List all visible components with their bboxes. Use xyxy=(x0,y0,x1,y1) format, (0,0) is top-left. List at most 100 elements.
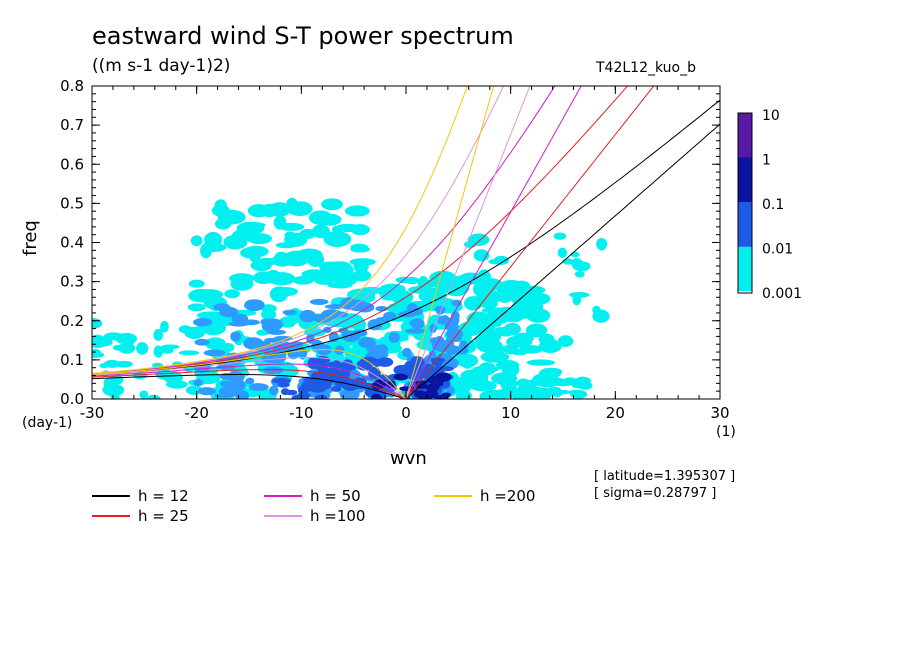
y-tick-label: 0.4 xyxy=(60,234,84,252)
power-cell xyxy=(214,393,236,398)
power-cell xyxy=(435,372,452,381)
power-cell xyxy=(571,258,583,269)
power-cell xyxy=(451,299,462,307)
power-cell xyxy=(517,285,546,295)
power-cell xyxy=(410,318,425,329)
power-cell xyxy=(165,380,188,389)
power-cell xyxy=(248,383,269,392)
power-cell xyxy=(538,380,559,388)
power-cell xyxy=(188,279,205,288)
colorbar-label: 0.01 xyxy=(762,242,793,258)
power-cell xyxy=(496,359,520,371)
power-cell xyxy=(551,388,563,398)
power-cell xyxy=(574,270,585,278)
power-cell xyxy=(261,321,275,332)
power-cell xyxy=(479,299,498,309)
y-axis-unit: (day-1) xyxy=(22,415,73,431)
legend-swatch xyxy=(264,515,302,517)
rossby-curve xyxy=(92,348,407,399)
power-cell xyxy=(244,299,265,312)
power-cell xyxy=(235,390,249,399)
power-cell xyxy=(118,342,136,354)
power-cell xyxy=(219,306,239,318)
power-cell xyxy=(299,228,317,240)
power-cell xyxy=(278,316,296,328)
colorbar: 10 1 0.1 0.01 0.001 xyxy=(737,108,802,302)
power-cell xyxy=(311,379,321,386)
power-cell xyxy=(377,283,406,299)
power-cell xyxy=(301,381,310,387)
power-cell xyxy=(160,320,169,333)
power-cell xyxy=(428,350,437,359)
power-cell xyxy=(424,389,438,398)
latitude-info: [ latitude=1.395307 ] xyxy=(594,469,736,484)
power-cell xyxy=(240,247,262,259)
power-field xyxy=(92,197,610,399)
legend-label: h = 50 xyxy=(310,487,361,505)
power-cell xyxy=(386,380,396,388)
legend-label: h = 12 xyxy=(138,487,189,505)
legend-swatch xyxy=(92,495,130,497)
power-cell xyxy=(469,380,497,392)
kelvin-curve xyxy=(405,86,655,399)
power-cell xyxy=(284,231,296,239)
power-cell xyxy=(299,309,316,323)
y-tick-label: 0.3 xyxy=(60,273,84,291)
power-cell xyxy=(268,202,291,217)
power-cell xyxy=(92,318,103,329)
colorbar-label: 1 xyxy=(762,153,771,169)
power-cell xyxy=(350,243,369,252)
power-cell xyxy=(338,327,349,334)
rossby-curve xyxy=(92,363,407,399)
power-cell xyxy=(558,335,574,347)
power-cell xyxy=(470,320,488,330)
power-cell xyxy=(201,243,227,253)
power-cell xyxy=(488,259,501,265)
power-cell xyxy=(231,229,251,243)
x-axis-unit: (1) xyxy=(716,424,736,440)
power-cell xyxy=(356,359,374,369)
power-cell xyxy=(460,369,486,383)
power-cell xyxy=(193,379,203,387)
kelvin-curve xyxy=(405,86,531,399)
power-cell xyxy=(264,337,282,343)
power-cell xyxy=(366,344,384,354)
power-cell xyxy=(321,309,343,320)
power-cell xyxy=(230,331,241,342)
legend-swatch xyxy=(92,515,130,517)
power-cell xyxy=(228,379,246,391)
power-cell xyxy=(187,303,206,312)
mrg-curve xyxy=(92,86,556,375)
power-cell xyxy=(510,349,528,356)
power-cell xyxy=(483,319,497,329)
power-cell xyxy=(431,337,445,351)
x-tick-label: 30 xyxy=(710,404,729,422)
x-tick-label: 20 xyxy=(606,404,625,422)
chart-units: ((m s-1 day-1)2) xyxy=(92,56,231,76)
colorbar-segment xyxy=(738,157,752,202)
power-cell xyxy=(426,383,440,392)
y-tick-label: 0.5 xyxy=(60,194,84,212)
power-cell xyxy=(243,337,264,350)
power-cell xyxy=(314,394,328,399)
legend-label: h = 25 xyxy=(138,507,189,525)
power-cell xyxy=(92,351,104,358)
power-cell xyxy=(184,326,205,339)
power-cell xyxy=(553,232,567,240)
power-cell xyxy=(516,378,531,388)
power-cell xyxy=(115,332,138,345)
power-cell xyxy=(434,305,446,313)
power-cell xyxy=(190,235,203,247)
power-cell xyxy=(297,385,309,395)
power-cell xyxy=(261,309,277,320)
power-cell xyxy=(345,205,370,217)
legend-swatch xyxy=(264,495,302,497)
power-cell xyxy=(153,345,164,358)
power-cell xyxy=(269,286,288,303)
power-cell xyxy=(196,289,224,300)
power-cell xyxy=(285,389,298,396)
power-cell xyxy=(331,225,344,234)
power-cell xyxy=(229,273,255,284)
legend-label: h =200 xyxy=(480,487,536,505)
y-tick-label: 0.7 xyxy=(60,116,84,134)
